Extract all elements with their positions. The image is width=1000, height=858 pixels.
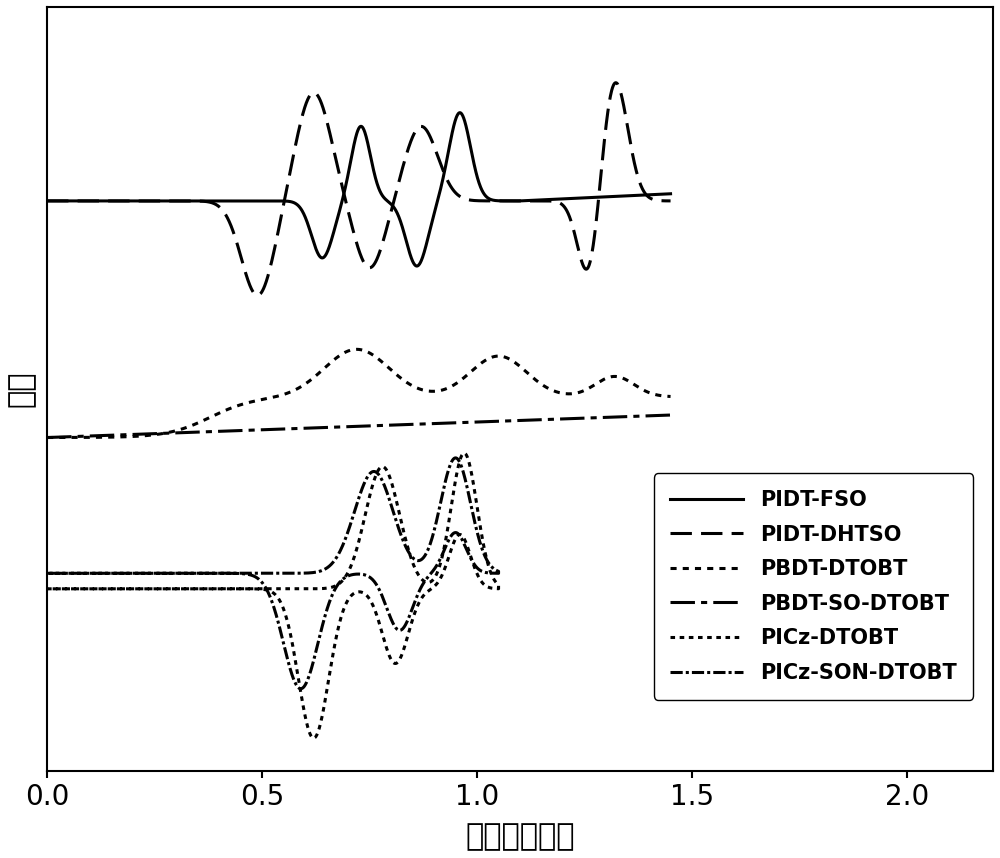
X-axis label: 电压（伏特）: 电压（伏特）	[465, 822, 575, 851]
Legend: PIDT-FSO, PIDT-DHTSO, PBDT-DTOBT, PBDT-SO-DTOBT, PICz-DTOBT, PICz-SON-DTOBT: PIDT-FSO, PIDT-DHTSO, PBDT-DTOBT, PBDT-S…	[654, 474, 973, 699]
Y-axis label: 电流: 电流	[7, 371, 36, 408]
